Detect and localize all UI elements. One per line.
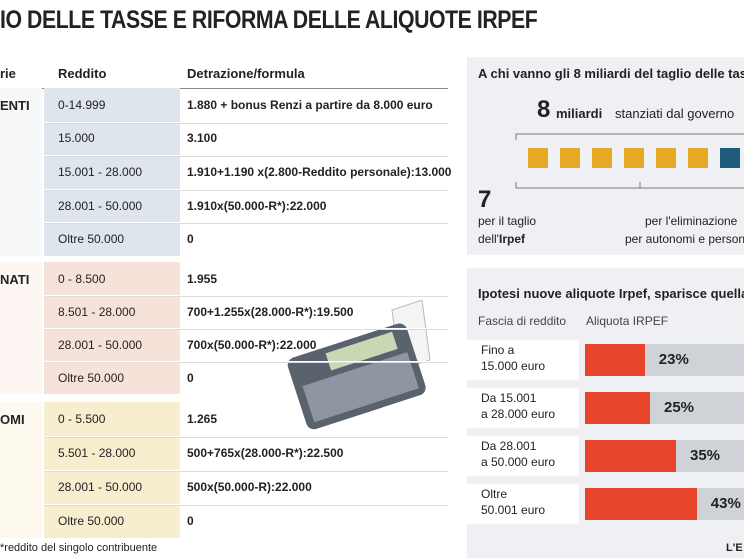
- formula-cell: 0: [187, 514, 194, 528]
- row-rule: [44, 504, 448, 506]
- bar: [585, 488, 697, 520]
- top-panel-title: A chi vanno gli 8 miliardi del taglio de…: [478, 66, 744, 81]
- row-rule: [44, 361, 448, 363]
- formula-cell: 1.880 + bonus Renzi a partire da 8.000 e…: [187, 97, 433, 112]
- category-band: [0, 262, 42, 394]
- formula-cell: 500+765x(28.000-R*):22.500: [187, 446, 344, 460]
- rate-row-bg: [467, 484, 579, 524]
- income-cell: 15.000: [58, 131, 95, 146]
- formula-cell: 0: [187, 370, 194, 385]
- income-cell: Oltre 50.000: [58, 514, 125, 528]
- row-rule: [44, 188, 448, 191]
- square: [656, 148, 676, 168]
- table-header: Detrazione/formula: [187, 66, 305, 81]
- formula-cell: 1.910+1.190 x(2.800-Reddito personale):1…: [187, 165, 452, 179]
- formula-cell: 500x(50.000-R):22.000: [187, 480, 312, 494]
- calculator: [287, 300, 431, 430]
- table-header: rie: [0, 66, 16, 81]
- category-band: [0, 402, 42, 538]
- bar-label: 23%: [658, 351, 689, 368]
- income-cell: 28.001 - 50.000: [58, 337, 143, 352]
- category-label: ENTI: [0, 98, 30, 113]
- footnote: *reddito del singolo contribuente: [0, 542, 158, 554]
- rates-title: Ipotesi nuove aliquote Irpef, sparisce q…: [478, 286, 744, 301]
- left-text: per il taglio: [478, 214, 537, 228]
- calculator-body: [287, 323, 426, 430]
- bar: [585, 344, 645, 376]
- rate-row-bg: [467, 436, 579, 476]
- left-text-bold: Irpef: [498, 232, 525, 246]
- category-label: OMI: [0, 412, 25, 427]
- income-cell: 0 - 8.500: [58, 271, 106, 286]
- fascia-label: Oltre: [481, 487, 508, 501]
- fascia-label: 50.001 euro: [481, 503, 546, 517]
- title: IO DELLE TASSE E RIFORMA DELLE ALIQUOTE …: [0, 6, 538, 34]
- formula-cell: 700x(50.000-R*):22.000: [187, 337, 317, 352]
- income-cell: 28.001 - 50.000: [58, 480, 143, 494]
- income-cell: 0 - 5.500: [58, 412, 106, 426]
- square: [624, 148, 644, 168]
- square: [592, 148, 612, 168]
- income-cell: Oltre 50.000: [58, 370, 125, 385]
- left-text: dell'Irpef: [478, 232, 525, 246]
- source: L'E: [726, 542, 743, 554]
- formula-cell: 0: [187, 232, 194, 247]
- bracket: [515, 133, 744, 189]
- category-label: NATI: [0, 272, 30, 287]
- formula-cell: 1.265: [187, 412, 218, 426]
- income-cell: Oltre 50.000: [58, 232, 125, 247]
- header-rule: [0, 88, 448, 89]
- square: [688, 148, 708, 168]
- total-text: stanziati dal governo: [615, 106, 735, 121]
- fascia-label: a 50.000 euro: [481, 455, 556, 469]
- income-cell: 15.001 - 28.000: [58, 165, 143, 179]
- fascia-label: Da 28.001: [481, 439, 537, 453]
- formula-cell: 1.955: [187, 271, 218, 286]
- row-rule: [44, 328, 448, 330]
- fascia-label: Da 15.001: [481, 391, 537, 405]
- left-number: 7: [478, 186, 492, 213]
- income-band: [44, 88, 180, 256]
- income-cell: 0-14.999: [58, 97, 106, 112]
- income-cell: 5.501 - 28.000: [58, 446, 136, 460]
- formula-cell: 3.100: [187, 131, 218, 146]
- bar-label: 43%: [710, 495, 741, 512]
- rate-row-bg: [467, 388, 579, 428]
- bar: [585, 440, 676, 472]
- right-text: per autonomi e person: [625, 232, 744, 246]
- square: [528, 148, 548, 168]
- formula-cell: 700+1.255x(28.000-R*):19.500: [187, 304, 354, 319]
- total-unit: miliardi: [556, 106, 603, 121]
- rates-header: Fascia di reddito: [478, 314, 567, 328]
- left-text-2: dell': [478, 232, 499, 246]
- category-band: [0, 88, 42, 256]
- row-rule: [44, 436, 448, 438]
- bar: [585, 392, 650, 424]
- income-cell: 28.001 - 50.000: [58, 198, 143, 213]
- rate-row-bg: [467, 340, 579, 380]
- fascia-label: Fino a: [481, 343, 515, 357]
- row-rule: [44, 470, 448, 472]
- rates-header: Aliquota IRPEF: [586, 314, 669, 328]
- table-header: Reddito: [58, 66, 107, 81]
- bar-label: 35%: [690, 447, 721, 464]
- row-rule: [44, 222, 448, 225]
- row-rule: [44, 295, 448, 297]
- square: [720, 148, 740, 168]
- fascia-label: 15.000 euro: [481, 359, 546, 373]
- row-rule: [44, 155, 448, 158]
- row-rule: [44, 121, 448, 124]
- income-cell: 8.501 - 28.000: [58, 304, 136, 319]
- total-number: 8: [537, 96, 551, 123]
- bar-label: 25%: [664, 399, 695, 416]
- square: [560, 148, 580, 168]
- right-text: per l'eliminazione: [645, 214, 738, 228]
- fascia-label: a 28.000 euro: [481, 407, 556, 421]
- formula-cell: 1.910x(50.000-R*):22.000: [187, 198, 327, 213]
- squares: [515, 133, 744, 189]
